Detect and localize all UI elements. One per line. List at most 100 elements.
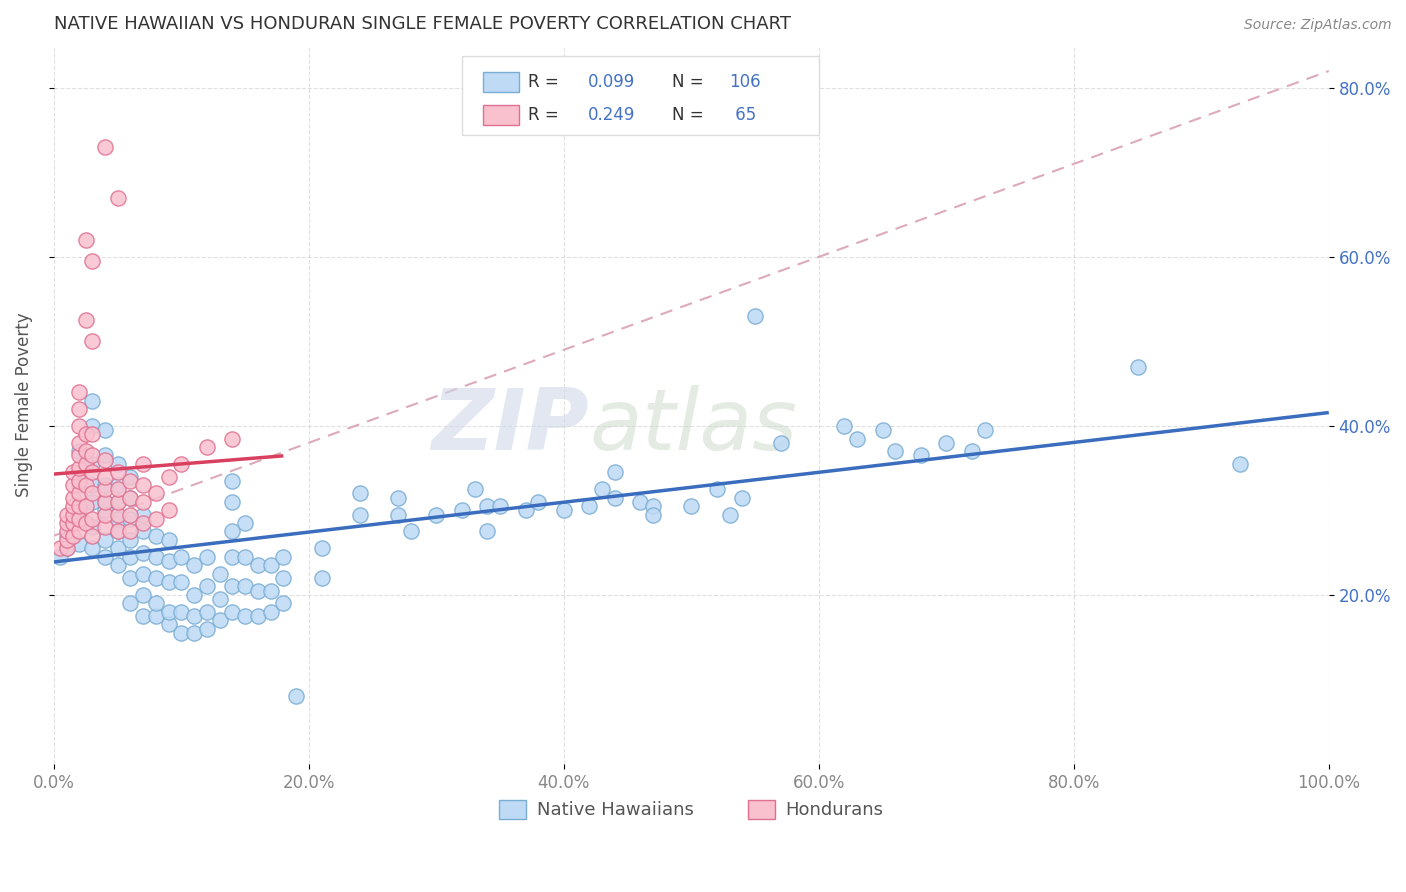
Point xyxy=(62,529,84,543)
Point xyxy=(55,516,77,530)
FancyBboxPatch shape xyxy=(484,105,519,126)
Text: 106: 106 xyxy=(730,72,761,91)
Point xyxy=(311,541,333,556)
Point xyxy=(706,482,728,496)
Point xyxy=(132,516,155,530)
Point xyxy=(55,541,77,556)
Point xyxy=(62,529,84,543)
Point xyxy=(387,508,409,522)
Point xyxy=(67,474,90,488)
Point xyxy=(94,478,117,492)
Point xyxy=(1229,457,1251,471)
Point xyxy=(67,486,90,500)
Point xyxy=(132,546,155,560)
Point xyxy=(832,418,855,433)
Point xyxy=(75,499,97,513)
Point xyxy=(170,575,193,590)
Point xyxy=(67,461,90,475)
Text: R =: R = xyxy=(529,105,564,124)
Point xyxy=(120,491,142,505)
Point xyxy=(94,495,117,509)
Point xyxy=(49,549,72,564)
Point xyxy=(464,482,486,496)
Point xyxy=(107,466,129,480)
Point xyxy=(477,499,499,513)
Point xyxy=(80,486,103,500)
Point xyxy=(132,524,155,539)
Point xyxy=(935,435,957,450)
Point xyxy=(591,482,613,496)
Point xyxy=(221,549,243,564)
Text: 0.099: 0.099 xyxy=(588,72,636,91)
Point xyxy=(273,549,295,564)
Point xyxy=(75,233,97,247)
Point xyxy=(120,474,142,488)
Point xyxy=(195,579,218,593)
Point xyxy=(120,491,142,505)
Point xyxy=(67,503,90,517)
Point xyxy=(387,491,409,505)
FancyBboxPatch shape xyxy=(461,56,818,136)
Point xyxy=(641,508,664,522)
Point xyxy=(67,444,90,458)
Point xyxy=(94,482,117,496)
Point xyxy=(75,457,97,471)
Point xyxy=(67,499,90,513)
Point xyxy=(884,444,907,458)
Point xyxy=(872,423,894,437)
Point xyxy=(221,579,243,593)
Point xyxy=(349,486,371,500)
Text: atlas: atlas xyxy=(589,384,797,467)
Point xyxy=(80,478,103,492)
Point xyxy=(67,435,90,450)
Point xyxy=(55,529,77,543)
Point xyxy=(80,466,103,480)
Point xyxy=(80,418,103,433)
Point xyxy=(67,401,90,416)
Point xyxy=(94,452,117,467)
Legend: Native Hawaiians, Hondurans: Native Hawaiians, Hondurans xyxy=(492,793,891,827)
Point xyxy=(145,512,167,526)
Point xyxy=(183,558,205,573)
Point xyxy=(75,427,97,442)
Point xyxy=(107,482,129,496)
Point xyxy=(120,571,142,585)
Point xyxy=(107,524,129,539)
Point xyxy=(233,579,256,593)
Point xyxy=(157,575,180,590)
Point xyxy=(75,313,97,327)
Point xyxy=(107,495,129,509)
Point xyxy=(846,432,869,446)
Point xyxy=(132,566,155,581)
Point xyxy=(67,449,90,463)
Point xyxy=(183,625,205,640)
Point xyxy=(731,491,754,505)
Point xyxy=(94,508,117,522)
Y-axis label: Single Female Poverty: Single Female Poverty xyxy=(15,312,32,497)
Point xyxy=(311,571,333,585)
Point xyxy=(221,524,243,539)
Point xyxy=(641,499,664,513)
Point xyxy=(62,478,84,492)
Point xyxy=(55,533,77,547)
Point xyxy=(145,609,167,624)
Point xyxy=(75,444,97,458)
Point xyxy=(208,613,231,627)
Point xyxy=(195,605,218,619)
Point xyxy=(75,516,97,530)
Point xyxy=(145,571,167,585)
Point xyxy=(94,549,117,564)
Point xyxy=(120,469,142,483)
Text: R =: R = xyxy=(529,72,564,91)
Point xyxy=(62,466,84,480)
Text: 0.249: 0.249 xyxy=(588,105,636,124)
Point xyxy=(94,140,117,154)
Point xyxy=(208,592,231,607)
Point xyxy=(1126,359,1149,374)
Point xyxy=(603,466,626,480)
Point xyxy=(132,457,155,471)
Point xyxy=(107,508,129,522)
Text: 65: 65 xyxy=(730,105,756,124)
Point xyxy=(80,495,103,509)
Point xyxy=(170,457,193,471)
